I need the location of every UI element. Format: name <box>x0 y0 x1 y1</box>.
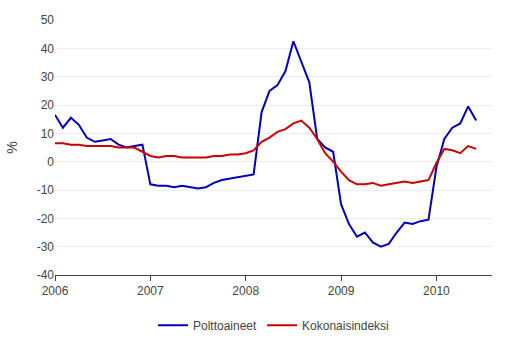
svg-text:40: 40 <box>41 42 55 56</box>
svg-text:-30: -30 <box>37 240 55 254</box>
svg-text:50: 50 <box>41 13 55 27</box>
svg-text:20: 20 <box>41 98 55 112</box>
svg-text:2007: 2007 <box>137 284 164 298</box>
svg-text:-20: -20 <box>37 212 55 226</box>
svg-text:10: 10 <box>41 127 55 141</box>
svg-text:Polttoaineet: Polttoaineet <box>193 319 257 333</box>
svg-text:2008: 2008 <box>232 284 259 298</box>
svg-text:-40: -40 <box>37 268 55 282</box>
svg-text:30: 30 <box>41 70 55 84</box>
svg-text:2006: 2006 <box>42 284 69 298</box>
svg-text:-10: -10 <box>37 183 55 197</box>
svg-text:2009: 2009 <box>328 284 355 298</box>
svg-text:%: % <box>4 141 20 153</box>
svg-text:0: 0 <box>47 155 54 169</box>
svg-text:Kokonaisindeksi: Kokonaisindeksi <box>302 319 389 333</box>
svg-text:2010: 2010 <box>423 284 450 298</box>
